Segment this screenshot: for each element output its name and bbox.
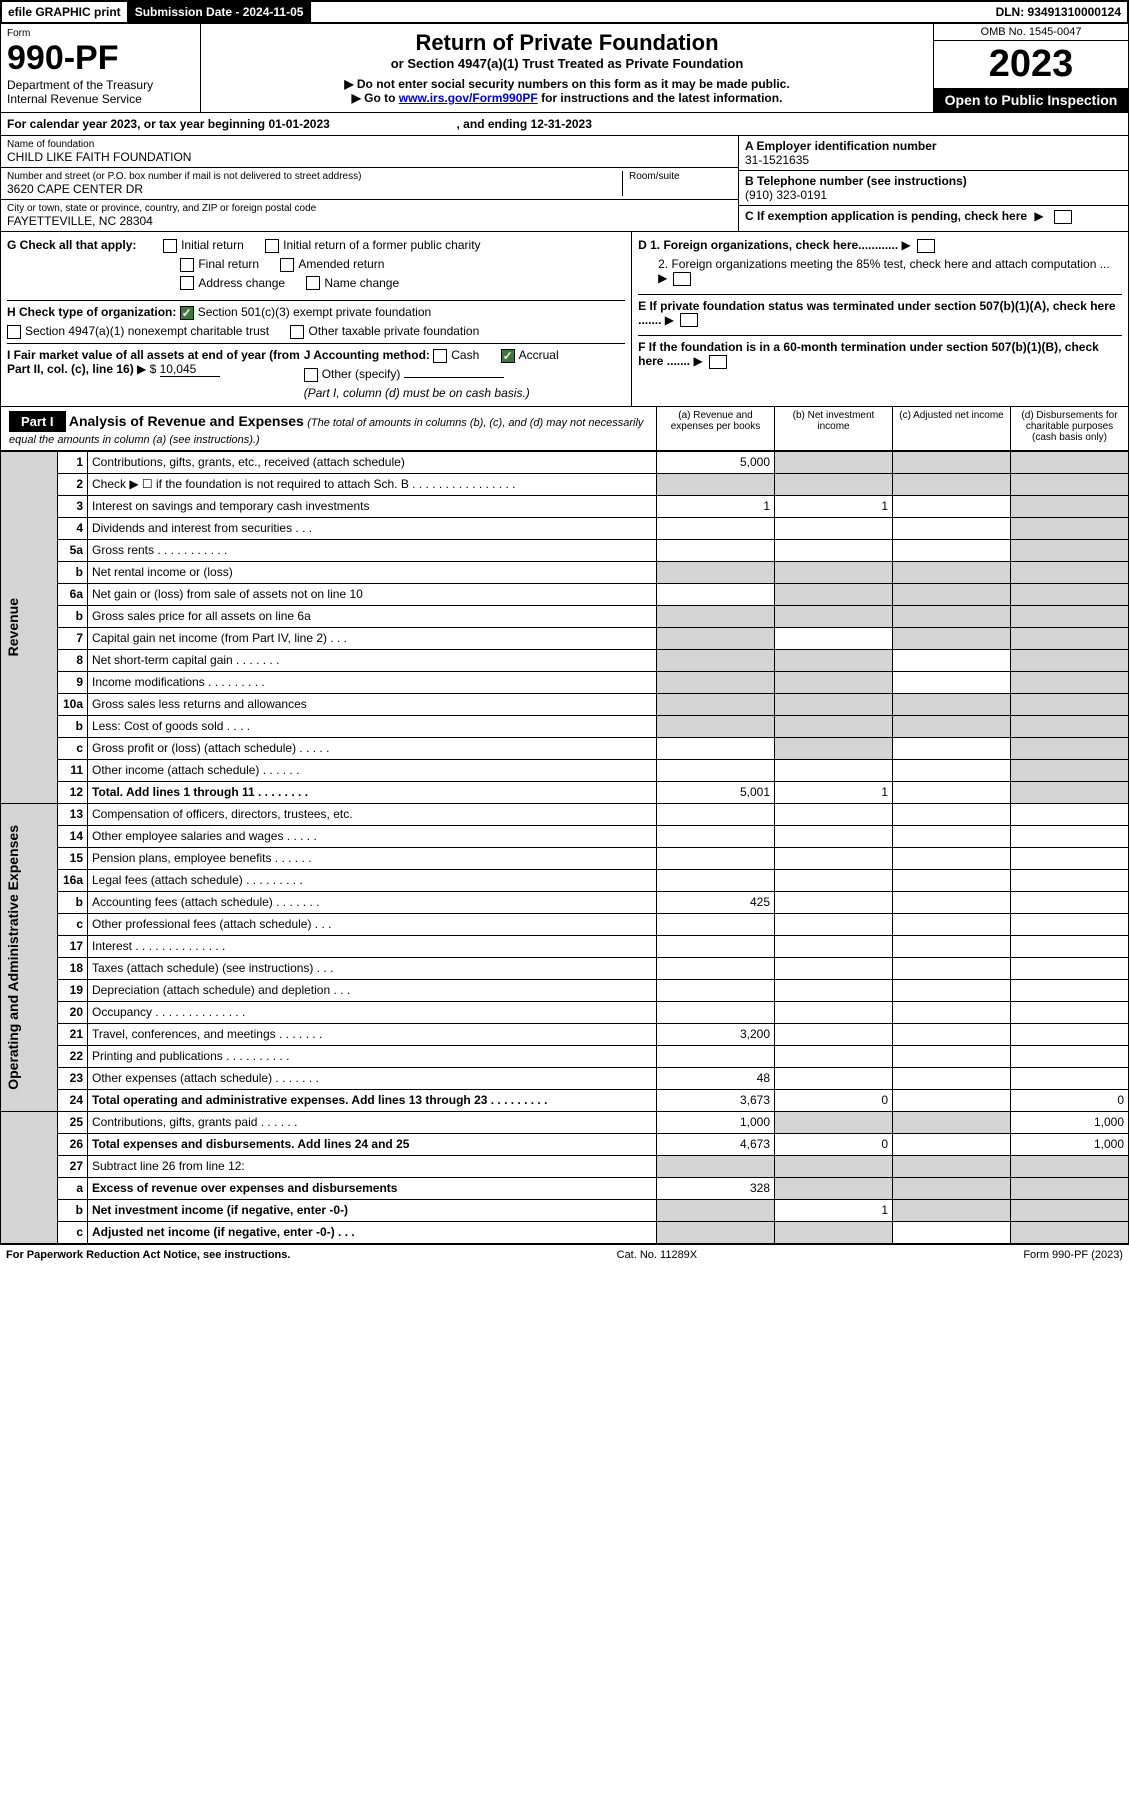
calendar-year-row: For calendar year 2023, or tax year begi… (0, 113, 1129, 136)
form-label: Form (7, 28, 194, 39)
side-oae: Operating and Administrative Expenses (5, 825, 21, 1090)
part1-tag: Part I (9, 411, 66, 432)
note-goto: ▶ Go to www.irs.gov/Form990PF for instru… (211, 91, 923, 105)
d1-chk[interactable] (917, 239, 935, 253)
dept-treasury: Department of the Treasury (7, 78, 194, 92)
f-chk[interactable] (709, 355, 727, 369)
room-label: Room/suite (629, 171, 732, 182)
open-to-public: Open to Public Inspection (934, 88, 1128, 112)
g-name-chk[interactable] (306, 276, 320, 290)
part1-header: Part I Analysis of Revenue and Expenses … (0, 407, 1129, 451)
h-501c3-chk[interactable]: ✓ (180, 306, 194, 320)
i-label: I Fair market value of all assets at end… (7, 348, 300, 376)
submission-date: Submission Date - 2024-11-05 (129, 2, 312, 22)
form-header: Form 990-PF Department of the Treasury I… (0, 24, 1129, 113)
exemption-label: C If exemption application is pending, c… (745, 209, 1027, 223)
j-other-chk[interactable] (304, 368, 318, 382)
omb-no: OMB No. 1545-0047 (934, 24, 1128, 41)
efile-btn[interactable]: efile GRAPHIC print (2, 2, 129, 22)
g-final-chk[interactable] (180, 258, 194, 272)
e-chk[interactable] (680, 313, 698, 327)
phone-value: (910) 323-0191 (745, 188, 1122, 202)
form-title: Return of Private Foundation (211, 30, 923, 56)
form-subtitle: or Section 4947(a)(1) Trust Treated as P… (211, 56, 923, 71)
col-b-hdr: (b) Net investment income (774, 407, 892, 450)
c-checkbox[interactable] (1054, 210, 1072, 224)
d2-label: 2. Foreign organizations meeting the 85%… (658, 257, 1110, 271)
addr-label: Number and street (or P.O. box number if… (7, 171, 622, 182)
footer-left: For Paperwork Reduction Act Notice, see … (6, 1249, 290, 1261)
topbar: efile GRAPHIC print Submission Date - 20… (0, 0, 1129, 24)
j-note: (Part I, column (d) must be on cash basi… (304, 386, 530, 400)
ein-label: A Employer identification number (745, 139, 1122, 153)
street-address: 3620 CAPE CENTER DR (7, 182, 622, 196)
footer-mid: Cat. No. 11289X (617, 1249, 698, 1261)
i-value: 10,045 (160, 362, 220, 377)
g-label: G Check all that apply: (7, 238, 136, 252)
part1-title: Analysis of Revenue and Expenses (69, 413, 304, 429)
g-address-chk[interactable] (180, 276, 194, 290)
col-a-hdr: (a) Revenue and expenses per books (656, 407, 774, 450)
col-d-hdr: (d) Disbursements for charitable purpose… (1010, 407, 1128, 450)
side-revenue: Revenue (5, 598, 21, 656)
g-initial-public-chk[interactable] (265, 239, 279, 253)
form-number: 990-PF (7, 39, 194, 78)
j-cash-chk[interactable] (433, 349, 447, 363)
foundation-info: Name of foundation CHILD LIKE FAITH FOUN… (0, 136, 1129, 232)
g-amended-chk[interactable] (280, 258, 294, 272)
f-label: F If the foundation is in a 60-month ter… (638, 340, 1099, 368)
h-label: H Check type of organization: (7, 305, 176, 319)
page-footer: For Paperwork Reduction Act Notice, see … (0, 1244, 1129, 1265)
dln: DLN: 93491310000124 (990, 2, 1127, 22)
city-state-zip: FAYETTEVILLE, NC 28304 (7, 214, 732, 228)
j-label: J Accounting method: (304, 348, 430, 362)
d2-chk[interactable] (673, 272, 691, 286)
footer-right: Form 990-PF (2023) (1023, 1249, 1123, 1261)
j-accrual-chk[interactable]: ✓ (501, 349, 515, 363)
phone-label: B Telephone number (see instructions) (745, 174, 1122, 188)
checks-row: G Check all that apply: Initial return I… (0, 232, 1129, 407)
form990pf-link[interactable]: www.irs.gov/Form990PF (399, 91, 538, 105)
e-label: E If private foundation status was termi… (638, 299, 1115, 327)
note-ssn: ▶ Do not enter social security numbers o… (211, 77, 923, 91)
part1-table: Revenue 1Contributions, gifts, grants, e… (0, 451, 1129, 1244)
g-initial-chk[interactable] (163, 239, 177, 253)
tax-year: 2023 (934, 41, 1128, 88)
h-other-taxable-chk[interactable] (290, 325, 304, 339)
name-label: Name of foundation (7, 139, 732, 150)
col-c-hdr: (c) Adjusted net income (892, 407, 1010, 450)
foundation-name: CHILD LIKE FAITH FOUNDATION (7, 150, 732, 164)
city-label: City or town, state or province, country… (7, 203, 732, 214)
ein-value: 31-1521635 (745, 153, 1122, 167)
d1-label: D 1. Foreign organizations, check here..… (638, 238, 898, 252)
irs: Internal Revenue Service (7, 92, 194, 106)
h-4947-chk[interactable] (7, 325, 21, 339)
